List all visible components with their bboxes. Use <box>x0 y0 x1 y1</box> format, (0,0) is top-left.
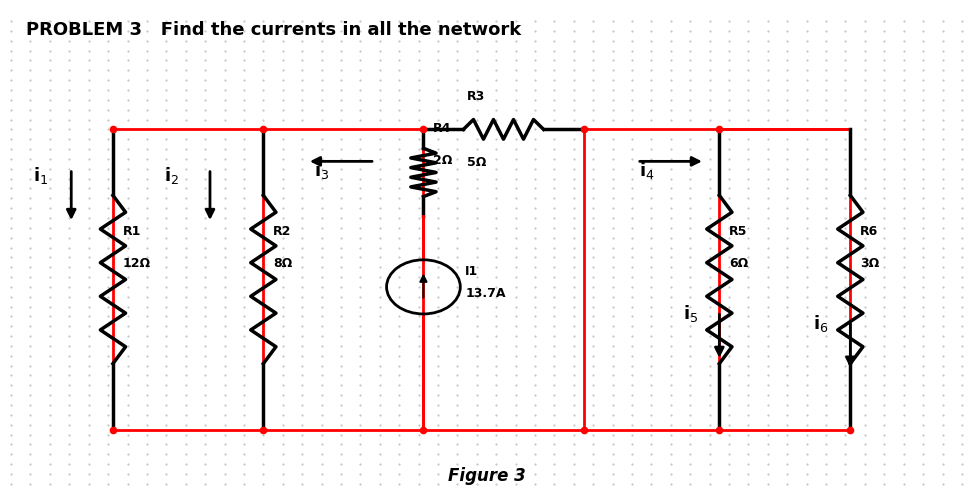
Text: R4: R4 <box>433 122 451 135</box>
Text: $\mathbf{i}_1$: $\mathbf{i}_1$ <box>32 165 48 186</box>
Text: R5: R5 <box>729 225 747 238</box>
Text: I1: I1 <box>465 264 479 278</box>
Text: R6: R6 <box>860 225 879 238</box>
Text: Figure 3: Figure 3 <box>448 467 525 485</box>
Text: 2Ω: 2Ω <box>433 154 452 167</box>
Text: $\mathbf{i}_4$: $\mathbf{i}_4$ <box>639 160 655 181</box>
Text: R2: R2 <box>273 225 292 238</box>
Text: $\mathbf{i}_2$: $\mathbf{i}_2$ <box>163 165 179 186</box>
Text: R1: R1 <box>123 225 141 238</box>
Text: 3Ω: 3Ω <box>860 257 880 270</box>
Text: 12Ω: 12Ω <box>123 257 151 270</box>
Text: R3: R3 <box>467 90 486 103</box>
Text: 8Ω: 8Ω <box>273 257 292 270</box>
Text: $\mathbf{i}_5$: $\mathbf{i}_5$ <box>683 303 698 324</box>
Text: 13.7A: 13.7A <box>465 287 506 299</box>
Text: PROBLEM 3   Find the currents in all the network: PROBLEM 3 Find the currents in all the n… <box>25 21 521 39</box>
Text: $\mathbf{i}_3$: $\mathbf{i}_3$ <box>314 160 329 181</box>
Text: $\mathbf{i}_6$: $\mathbf{i}_6$ <box>813 313 829 334</box>
Text: 6Ω: 6Ω <box>729 257 748 270</box>
Text: 5Ω: 5Ω <box>467 156 486 169</box>
